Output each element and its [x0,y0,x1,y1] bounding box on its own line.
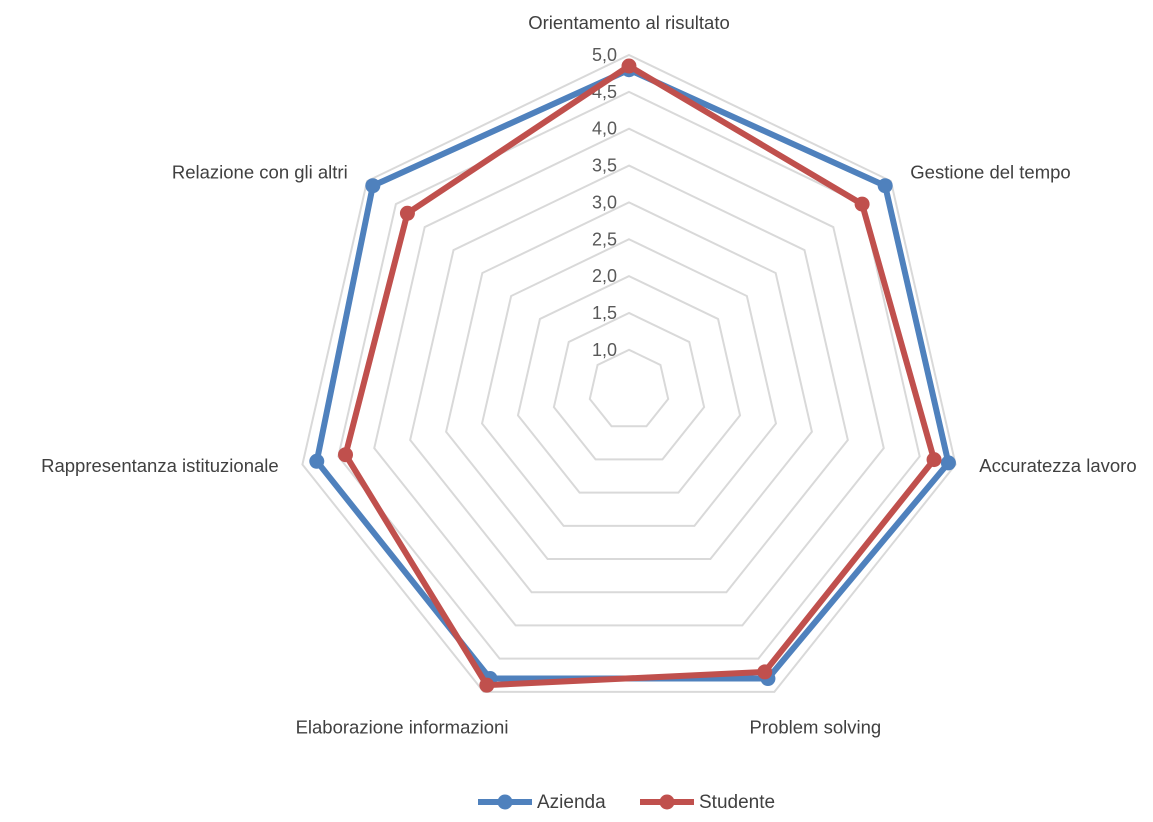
category-label: Problem solving [750,717,882,738]
tick-label: 5,0 [592,45,617,65]
data-point [877,178,893,194]
grid-ring [409,164,849,594]
legend-marker [497,794,513,810]
grid-ring [552,311,706,461]
tick-label: 3,0 [592,192,617,212]
data-point [309,453,325,469]
grid-ring [301,53,957,693]
data-point [926,452,942,468]
data-point [365,178,381,194]
category-labels: Orientamento al risultato Gestione del te… [41,12,1137,738]
legend-item-studente: Studente [640,792,775,813]
tick-label: 2,0 [592,266,617,286]
grid-layer [301,53,957,693]
grid-ring [480,238,778,527]
data-point [399,205,415,221]
series-layer [309,58,956,693]
tick-labels: 1,01,52,02,53,03,54,04,55,0 [592,45,617,360]
grid-ring [516,274,742,494]
legend: Azienda Studente [478,792,775,813]
data-point [479,677,495,693]
series-studente [338,58,942,693]
category-label: Gestione del tempo [910,162,1070,183]
category-label: Elaborazione informazioni [296,717,509,738]
tick-label: 1,0 [592,340,617,360]
category-label: Relazione con gli altri [172,162,348,183]
legend-label: Studente [699,792,775,813]
tick-label: 2,5 [592,229,617,249]
data-point [621,58,637,74]
grid-ring [373,127,885,627]
series-line [313,66,952,682]
grid-ring [445,201,813,561]
category-label: Rappresentanza istituzionale [41,455,279,476]
tick-label: 4,0 [592,119,617,139]
tick-label: 1,5 [592,303,617,323]
category-label: Accuratezza lavoro [979,455,1136,476]
legend-item-azienda: Azienda [478,792,606,813]
data-point [338,447,354,463]
category-label: Orientamento al risultato [528,12,730,33]
data-point [940,455,956,471]
legend-marker [659,794,675,810]
data-point [757,664,773,680]
legend-label: Azienda [537,792,606,813]
data-point [854,196,870,212]
grid-ring [588,348,670,428]
series-line [342,63,938,689]
tick-label: 3,5 [592,156,617,176]
